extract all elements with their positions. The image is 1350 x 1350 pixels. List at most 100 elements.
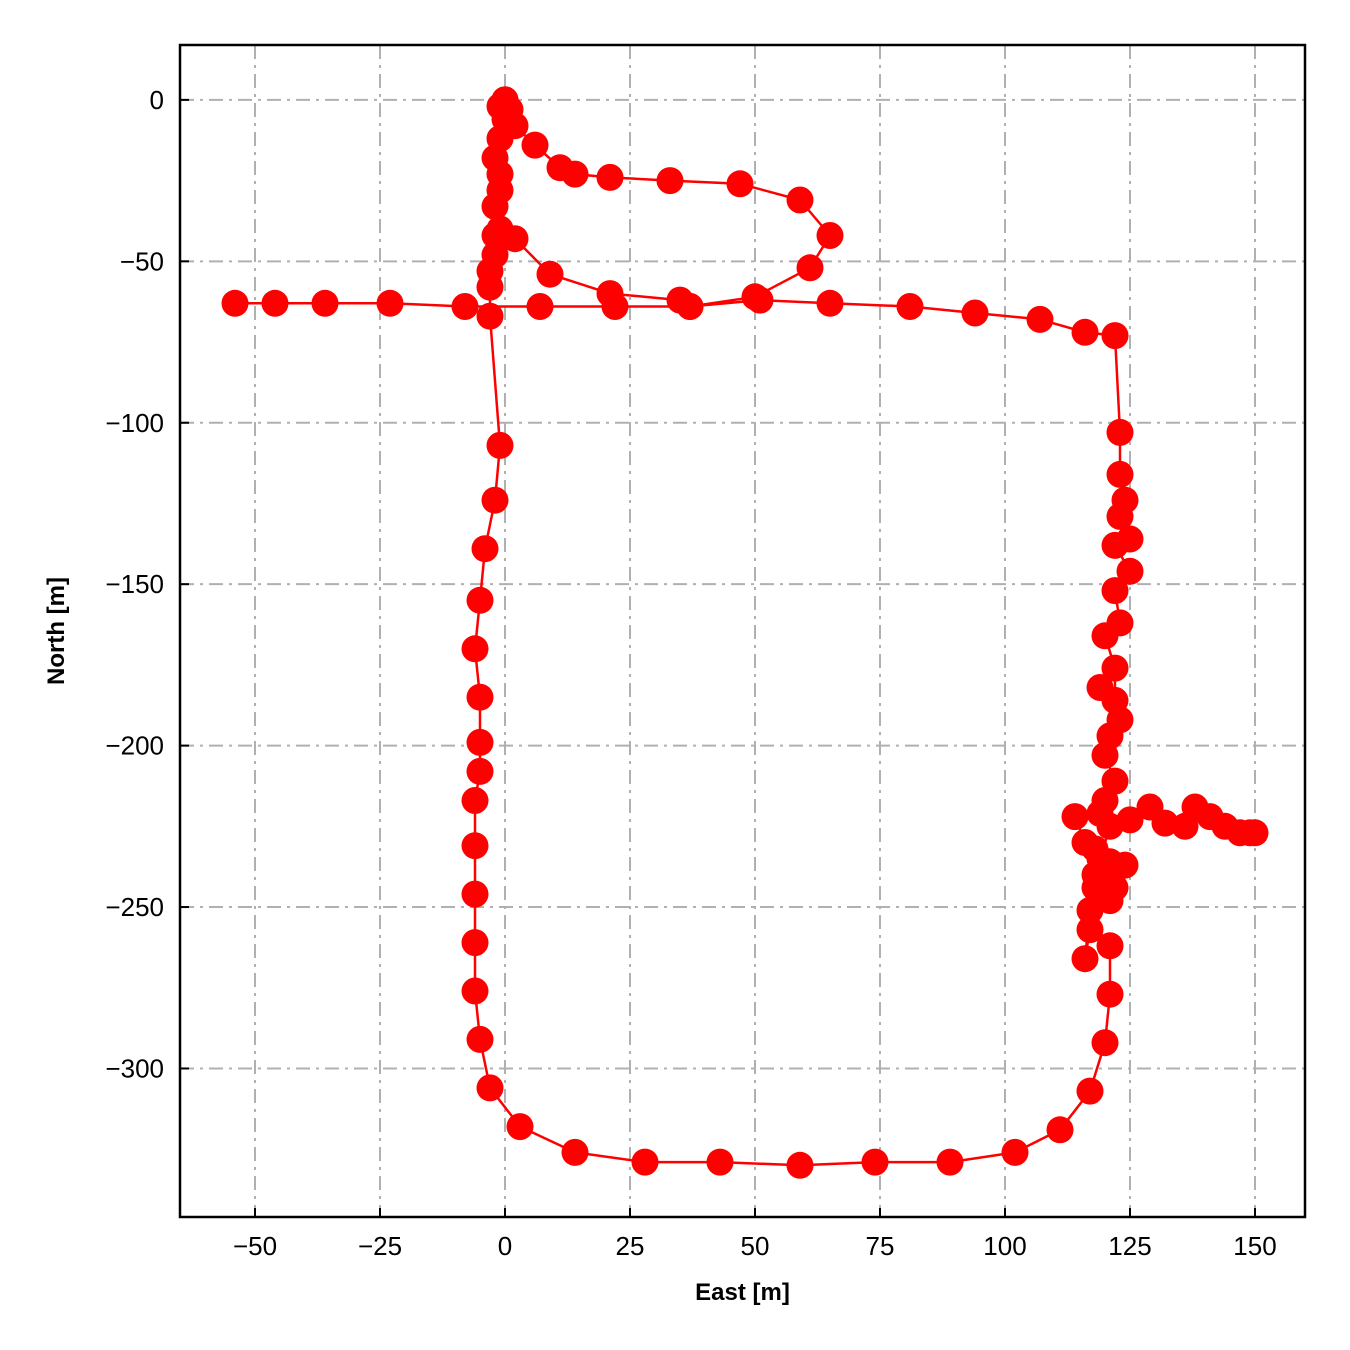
data-point: [486, 431, 514, 459]
data-point: [481, 486, 509, 514]
data-point: [596, 163, 624, 191]
y-tick-label: −200: [105, 731, 164, 761]
data-point: [706, 1148, 734, 1176]
data-point: [1101, 654, 1129, 682]
data-point: [466, 1025, 494, 1053]
data-point: [561, 1138, 589, 1166]
data-point: [786, 186, 814, 214]
data-point: [1091, 1029, 1119, 1057]
data-point: [746, 286, 774, 314]
data-point: [476, 302, 504, 330]
data-point: [726, 170, 754, 198]
data-point: [1001, 1138, 1029, 1166]
data-point: [476, 1074, 504, 1102]
x-tick-label: 75: [866, 1231, 895, 1261]
data-point: [936, 1148, 964, 1176]
data-point: [521, 131, 549, 159]
data-point: [1071, 318, 1099, 346]
data-point: [481, 222, 509, 249]
data-point: [1111, 851, 1139, 879]
y-tick-label: −300: [105, 1053, 164, 1083]
x-tick-label: 125: [1108, 1231, 1151, 1261]
data-point: [376, 289, 404, 317]
data-point: [466, 757, 494, 785]
data-point: [461, 635, 489, 663]
data-point: [676, 293, 704, 320]
data-point: [451, 293, 479, 320]
data-point: [601, 293, 629, 320]
data-point: [1106, 460, 1134, 488]
data-point: [961, 299, 989, 327]
data-point: [1116, 557, 1144, 585]
data-point: [1071, 945, 1099, 973]
data-point: [1046, 1116, 1074, 1144]
plot-frame: [178, 43, 1307, 1219]
data-point: [476, 273, 504, 301]
data-point: [526, 293, 554, 320]
data-point: [1116, 525, 1144, 553]
data-point: [506, 1113, 534, 1141]
data-point: [1076, 1077, 1104, 1105]
data-point: [1101, 874, 1129, 902]
data-point: [861, 1148, 889, 1176]
data-point: [816, 289, 844, 317]
data-point: [461, 787, 489, 814]
data-point: [221, 289, 249, 317]
x-tick-label: 100: [983, 1231, 1026, 1261]
data-point: [1106, 609, 1134, 637]
data-point: [1101, 577, 1129, 605]
data-point: [461, 929, 489, 957]
x-tick-label: −25: [358, 1231, 402, 1261]
y-tick-label: −250: [105, 892, 164, 922]
data-point: [1101, 322, 1129, 350]
data-point: [896, 293, 924, 320]
data-point: [1101, 767, 1129, 795]
x-tick-label: 25: [616, 1231, 645, 1261]
data-point: [1076, 916, 1104, 944]
data-point: [1241, 819, 1269, 847]
data-point: [1076, 896, 1104, 924]
data-point: [1116, 806, 1144, 834]
data-point: [1096, 932, 1124, 960]
data-point: [461, 832, 489, 860]
data-point: [1096, 980, 1124, 1008]
x-tick-label: 0: [498, 1231, 512, 1261]
series-2: [1081, 793, 1269, 915]
data-point: [631, 1148, 659, 1176]
data-point: [261, 289, 289, 317]
data-point: [536, 260, 564, 288]
series-layer: [221, 86, 1269, 1179]
data-point: [1111, 486, 1139, 514]
data-point: [311, 289, 339, 317]
data-point: [471, 535, 499, 563]
data-point: [1086, 845, 1114, 873]
data-point: [1151, 809, 1179, 837]
x-tick-label: −50: [233, 1231, 277, 1261]
x-tick-label: 50: [741, 1231, 770, 1261]
data-point: [796, 254, 824, 282]
data-point: [491, 86, 519, 114]
data-point: [466, 728, 494, 756]
y-axis-title: North [m]: [43, 577, 70, 685]
data-point: [1061, 803, 1089, 831]
x-tick-label: 150: [1233, 1231, 1276, 1261]
data-point: [466, 683, 494, 711]
data-point: [1026, 305, 1054, 333]
data-point: [461, 880, 489, 908]
data-point: [816, 222, 844, 249]
y-tick-label: −50: [120, 246, 164, 276]
x-axis-title: East [m]: [695, 1279, 790, 1306]
y-tick-label: −150: [105, 569, 164, 599]
data-point: [561, 160, 589, 188]
data-point: [466, 586, 494, 614]
y-tick-label: −100: [105, 408, 164, 438]
axis-ticks: −50 −25 0 25 50 75 100 125 1500−50−100−150−200−2…: [105, 85, 1276, 1261]
data-point: [786, 1151, 814, 1179]
data-point: [461, 977, 489, 1005]
data-point: [1106, 418, 1134, 446]
data-point: [656, 167, 684, 195]
y-tick-label: 0: [150, 85, 164, 115]
data-point: [1101, 686, 1129, 714]
